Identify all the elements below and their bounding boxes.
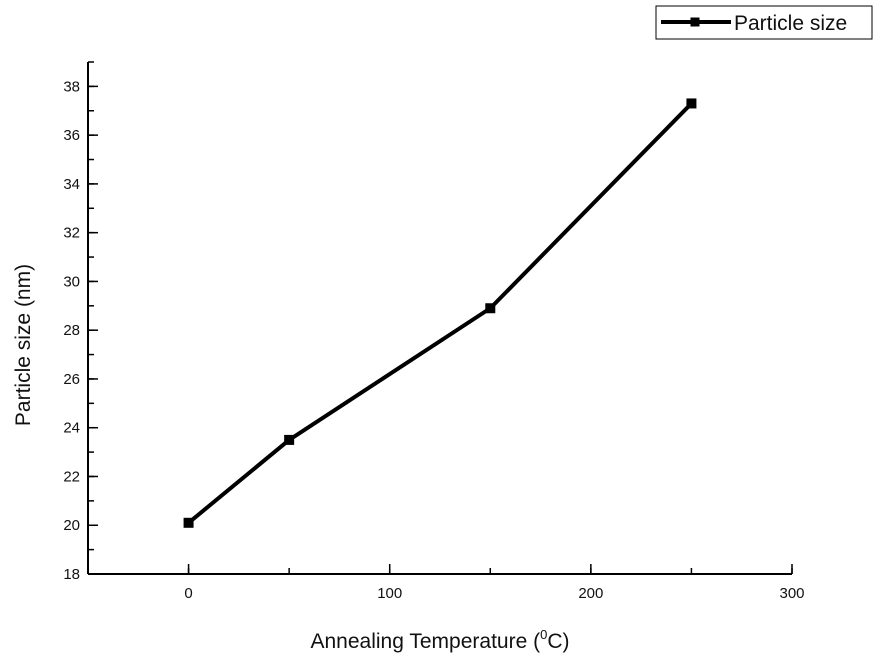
x-tick-label: 100 bbox=[377, 585, 402, 602]
series-layer bbox=[183, 98, 697, 528]
y-tick-label: 26 bbox=[63, 371, 80, 388]
data-point-marker bbox=[284, 434, 295, 445]
y-tick-label: 32 bbox=[63, 225, 80, 242]
series-line bbox=[187, 102, 693, 525]
y-tick-label: 36 bbox=[63, 127, 80, 144]
x-axis-title-superscript: 0 bbox=[540, 627, 547, 642]
legend-label: Particle size bbox=[734, 12, 847, 35]
y-tick-label: 22 bbox=[63, 468, 80, 485]
x-axis-title: Annealing Temperature (0C) bbox=[311, 627, 570, 653]
data-point-marker bbox=[485, 303, 496, 314]
legend-marker bbox=[690, 17, 700, 27]
y-tick-label: 24 bbox=[63, 420, 80, 437]
x-tick-label: 300 bbox=[779, 585, 804, 602]
data-point-marker bbox=[686, 98, 697, 109]
axes bbox=[87, 62, 792, 575]
y-tick-label: 34 bbox=[63, 176, 80, 193]
x-axis-title-end: C) bbox=[547, 630, 569, 653]
x-tick-label: 200 bbox=[578, 585, 603, 602]
y-axis-ticks: 18 20 22 24 26 28 30 32 34 36 38 bbox=[63, 61, 98, 583]
y-axis-title: Particle size (nm) bbox=[12, 264, 35, 426]
x-axis-ticks: 0 100 200 300 bbox=[87, 564, 805, 602]
data-point-marker bbox=[183, 517, 194, 528]
y-tick-label: 30 bbox=[63, 273, 80, 290]
x-axis-title-main: Annealing Temperature ( bbox=[311, 630, 541, 653]
y-tick-label: 28 bbox=[63, 322, 80, 339]
y-tick-label: 20 bbox=[63, 517, 80, 534]
legend: Particle size bbox=[655, 5, 873, 40]
y-tick-label: 18 bbox=[63, 566, 80, 583]
x-tick-label: 0 bbox=[184, 585, 192, 602]
y-tick-label: 38 bbox=[63, 78, 80, 95]
